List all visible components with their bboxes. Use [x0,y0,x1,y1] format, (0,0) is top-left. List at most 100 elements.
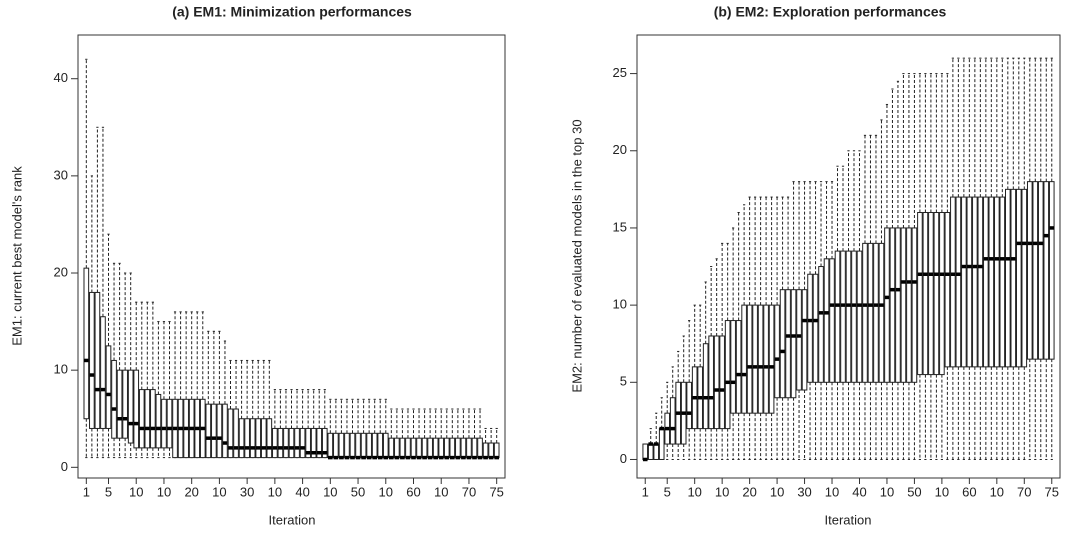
box [205,403,212,459]
x-tick-label: 70 [1017,484,1031,499]
box [355,432,361,459]
box [873,242,879,383]
box [244,418,250,459]
box [746,304,753,414]
box [768,304,775,414]
box [455,437,461,459]
x-tick-label: 20 [184,484,198,499]
box [255,418,262,459]
box [911,227,918,383]
chart-title: (b) EM2: Exploration performances [714,4,947,20]
box [266,418,273,459]
box [955,196,962,368]
box [161,398,167,449]
box [122,369,128,439]
x-tick-label: 60 [962,484,976,499]
box [1010,188,1017,368]
y-tick-label: 0 [620,451,627,466]
x-tick-label: 10 [770,484,784,499]
x-tick-label: 70 [462,484,476,499]
box [669,397,676,445]
x-tick-label: 10 [323,484,337,499]
x-tick-label: 75 [1045,484,1059,499]
x-tick-label: 1 [642,484,649,499]
box [884,227,890,383]
box [316,427,323,459]
box [410,437,417,459]
box [133,369,140,449]
x-tick-label: 40 [852,484,866,499]
box [89,291,95,429]
box [432,437,439,459]
box [238,418,245,459]
box [260,418,267,459]
box [382,432,389,459]
box [283,427,289,459]
box [416,437,422,459]
box [757,304,764,414]
box [988,196,995,368]
box [488,442,494,459]
y-tick-label: 5 [620,374,627,389]
box [427,437,433,459]
box [730,320,736,414]
box [653,443,660,460]
box [105,345,112,429]
box [1043,181,1050,360]
x-tick-label: 10 [379,484,393,499]
box [377,432,384,459]
x-tick-label: 1 [83,484,90,499]
x-tick-label: 5 [105,484,112,499]
box [966,196,973,368]
box [928,212,934,376]
box [735,320,742,414]
box [288,427,295,459]
y-tick-label: 10 [54,362,68,377]
x-tick-label: 40 [295,484,309,499]
box [216,403,223,459]
box [222,403,228,459]
box [933,212,940,376]
box [1048,181,1055,360]
box [906,227,912,383]
box [889,227,896,383]
box [227,408,234,459]
box [388,437,395,459]
box [801,289,808,391]
box [144,389,151,449]
box [950,196,956,368]
x-tick-label: 5 [664,484,671,499]
x-tick-label: 30 [797,484,811,499]
y-tick-label: 20 [54,264,68,279]
box [116,369,123,439]
box [460,437,467,459]
box [823,258,830,383]
box [338,432,345,459]
box [818,266,824,383]
box [482,442,489,459]
y-tick-label: 15 [613,219,627,234]
box [961,196,967,368]
x-tick-label: 10 [268,484,282,499]
box [708,335,714,430]
box [449,437,456,459]
box [658,428,665,460]
box [834,250,841,383]
box [840,250,846,383]
box [466,437,472,459]
box [999,196,1006,368]
box [294,427,300,459]
x-tick-label: 60 [406,484,420,499]
box [713,335,720,430]
box [421,437,428,459]
box [939,212,945,376]
box [111,359,117,439]
box [327,432,334,459]
box [321,427,328,459]
box [900,227,907,383]
box [277,427,284,459]
box [1015,188,1022,368]
box [405,437,411,459]
box [1005,188,1011,368]
